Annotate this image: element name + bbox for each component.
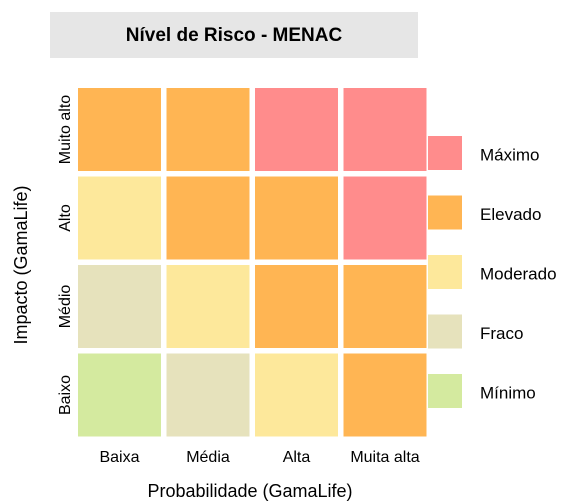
legend-swatch	[428, 195, 462, 230]
cell	[166, 176, 250, 260]
y-axis-title: Impacto (GamaLife)	[11, 185, 31, 344]
cell	[78, 176, 161, 260]
cell	[343, 176, 427, 260]
legend-label: Máximo	[480, 145, 540, 164]
cell	[343, 265, 427, 348]
x-axis-title: Probabilidade (GamaLife)	[147, 481, 352, 501]
legend-label: Mínimo	[480, 383, 536, 402]
x-tick-label: Muita alta	[350, 449, 419, 466]
cell	[255, 176, 338, 260]
cell	[78, 265, 161, 348]
cell	[166, 353, 250, 437]
cell	[255, 88, 338, 171]
y-tick-label: Médio	[57, 285, 74, 329]
cell	[166, 88, 250, 171]
legend-label: Moderado	[480, 264, 557, 283]
chart-title: Nível de Risco - MENAC	[126, 25, 343, 46]
legend-swatch	[428, 255, 462, 289]
y-tick-label: Baixo	[57, 375, 74, 415]
legend-label: Fraco	[480, 324, 523, 343]
title-box	[50, 12, 418, 58]
x-tick-label: Média	[186, 449, 230, 466]
cell	[255, 265, 338, 348]
x-tick-label: Alta	[283, 449, 311, 466]
cell	[343, 353, 427, 437]
legend-swatch	[428, 314, 462, 349]
legend-swatch	[428, 136, 462, 170]
y-tick-label: Muito alto	[57, 95, 74, 164]
y-tick-label: Alto	[57, 204, 74, 232]
x-tick-label: Baixa	[99, 449, 139, 466]
cell	[166, 265, 250, 348]
cell	[78, 88, 161, 171]
cell	[78, 353, 161, 437]
legend-swatch	[428, 374, 462, 408]
legend-label: Elevado	[480, 205, 541, 224]
cell	[255, 353, 338, 437]
cell	[343, 88, 427, 171]
